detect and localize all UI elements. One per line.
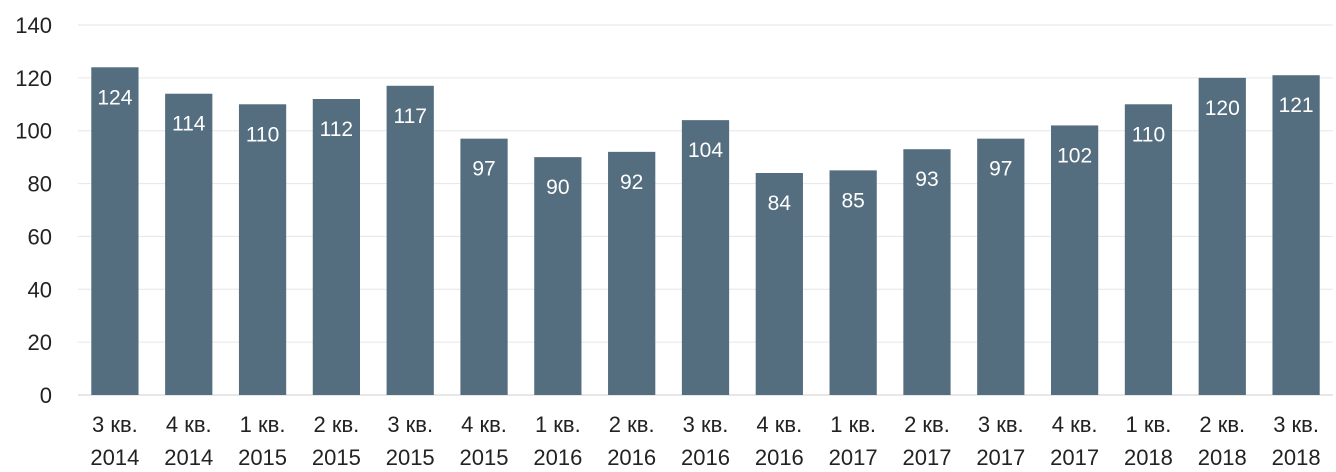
x-tick-label-year: 2016 <box>533 445 582 470</box>
bar-value-label: 124 <box>97 86 132 109</box>
bar <box>681 120 730 396</box>
x-tick-label-year: 2018 <box>1198 445 1247 470</box>
bar-value-label: 104 <box>688 139 723 162</box>
x-tick-label-quarter: 1 кв. <box>240 412 286 437</box>
x-tick-label-year: 2016 <box>607 445 656 470</box>
bar <box>1272 75 1320 395</box>
x-tick-label-quarter: 3 кв. <box>978 412 1024 437</box>
y-tick-label: 60 <box>28 224 52 249</box>
y-tick-label: 100 <box>15 119 52 144</box>
x-axis: 3 кв. 2014 4 кв. 2014 1 кв. 2015 2 кв. 2015 3 кв… <box>90 412 1320 470</box>
bar <box>386 85 434 396</box>
bar <box>312 99 361 395</box>
bar-value-label: 112 <box>320 118 353 141</box>
bar <box>1198 77 1246 395</box>
y-tick-label: 80 <box>28 172 52 197</box>
bar-value-label: 97 <box>472 158 495 181</box>
x-tick-label-year: 2015 <box>312 445 361 470</box>
x-tick-label-year: 2018 <box>1124 445 1173 470</box>
bar <box>977 138 1025 395</box>
y-tick-label: 140 <box>15 13 52 38</box>
bar-value-label: 117 <box>393 105 426 128</box>
x-tick-label-quarter: 3 кв. <box>387 412 433 437</box>
bar <box>165 93 213 395</box>
bar <box>1124 104 1173 396</box>
y-tick-label: 40 <box>28 277 52 302</box>
bar <box>238 104 287 396</box>
x-tick-label-year: 2018 <box>1272 445 1321 470</box>
bar-value-label: 110 <box>1132 123 1165 146</box>
x-tick-label-quarter: 1 кв. <box>830 412 876 437</box>
x-tick-label-year: 2015 <box>386 445 435 470</box>
x-tick-label-quarter: 2 кв. <box>904 412 950 437</box>
x-tick-label-year: 2016 <box>681 445 730 470</box>
bar <box>608 151 656 395</box>
x-tick-label-quarter: 1 кв. <box>535 412 581 437</box>
x-tick-label-quarter: 4 кв. <box>166 412 212 437</box>
x-tick-label-quarter: 4 кв. <box>1052 412 1098 437</box>
bar-value-label: 121 <box>1279 94 1314 117</box>
bar <box>534 157 582 395</box>
bar-value-label: 84 <box>768 192 792 215</box>
x-tick-label-quarter: 2 кв. <box>609 412 655 437</box>
bar <box>755 173 803 395</box>
bar-value-label: 92 <box>620 171 643 194</box>
y-tick-label: 120 <box>15 66 52 91</box>
bar-value-label: 114 <box>172 113 206 136</box>
x-tick-label-quarter: 2 кв. <box>313 412 359 437</box>
x-tick-label-year: 2017 <box>1050 445 1099 470</box>
x-tick-label-year: 2016 <box>755 445 804 470</box>
x-tick-label-quarter: 3 кв. <box>92 412 138 437</box>
bar <box>460 138 508 395</box>
x-tick-label-year: 2017 <box>976 445 1025 470</box>
bar-value-label: 97 <box>989 158 1012 181</box>
x-tick-label-quarter: 4 кв. <box>461 412 507 437</box>
y-tick-label: 20 <box>28 330 52 355</box>
x-tick-label-year: 2017 <box>902 445 951 470</box>
x-tick-label-quarter: 3 кв. <box>683 412 729 437</box>
x-tick-label-year: 2014 <box>164 445 213 470</box>
x-tick-label-year: 2015 <box>238 445 287 470</box>
data-labels: 124 114 110 112 117 97 90 92 104 84 85 93 97 102 110 12… <box>97 86 1313 215</box>
x-tick-label-year: 2015 <box>460 445 509 470</box>
bar-value-label: 90 <box>546 176 569 199</box>
bar-value-label: 102 <box>1057 144 1092 167</box>
bars <box>91 67 1320 396</box>
x-tick-label-quarter: 2 кв. <box>1199 412 1245 437</box>
y-axis: 0 20 40 60 80 100 120 140 <box>15 13 52 408</box>
y-tick-label: 0 <box>40 383 52 408</box>
x-tick-label-quarter: 3 кв. <box>1273 412 1319 437</box>
x-tick-label-quarter: 1 кв. <box>1126 412 1172 437</box>
bar <box>91 67 139 396</box>
bar <box>1050 125 1099 395</box>
x-tick-label-quarter: 4 кв. <box>756 412 802 437</box>
bar <box>903 149 951 395</box>
bar-value-label: 110 <box>246 123 279 146</box>
x-tick-label-year: 2014 <box>90 445 139 470</box>
bar <box>829 170 877 395</box>
bar-value-label: 85 <box>841 189 864 212</box>
bar-value-label: 93 <box>915 168 938 191</box>
x-tick-label-year: 2017 <box>829 445 878 470</box>
bar-value-label: 120 <box>1205 97 1240 120</box>
